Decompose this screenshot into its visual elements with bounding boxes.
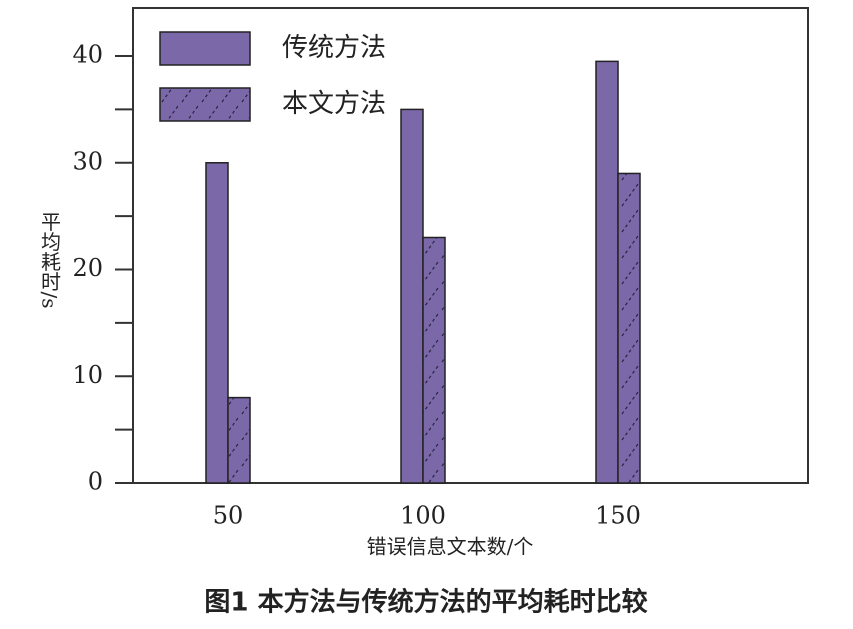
bar-hatch <box>423 237 445 483</box>
bar <box>595 60 619 484</box>
bar-hatch <box>228 397 250 483</box>
x-tick-label: 100 <box>400 502 446 530</box>
plot-frame <box>132 7 809 484</box>
chart-title: 图1 本方法与传统方法的平均耗时比较 <box>204 587 647 618</box>
bar <box>205 162 229 484</box>
y-tick-label: 0 <box>88 468 103 496</box>
bar <box>400 108 424 484</box>
bar-hatch <box>618 173 640 483</box>
legend-label: 本文方法 <box>282 89 386 119</box>
x-axis-label: 错误信息文本数/个 <box>367 535 534 559</box>
y-tick-label: 40 <box>72 41 103 69</box>
legend-swatch <box>159 31 251 66</box>
legend-label: 传统方法 <box>282 33 386 63</box>
legend-swatch-hatch <box>160 88 250 121</box>
x-tick-label: 150 <box>595 502 641 530</box>
y-tick-label: 10 <box>72 361 103 389</box>
y-tick-label: 20 <box>72 254 103 282</box>
y-tick-label: 30 <box>72 147 103 175</box>
y-axis-label: 平均耗时/s <box>38 211 62 308</box>
x-tick-label: 50 <box>213 502 244 530</box>
